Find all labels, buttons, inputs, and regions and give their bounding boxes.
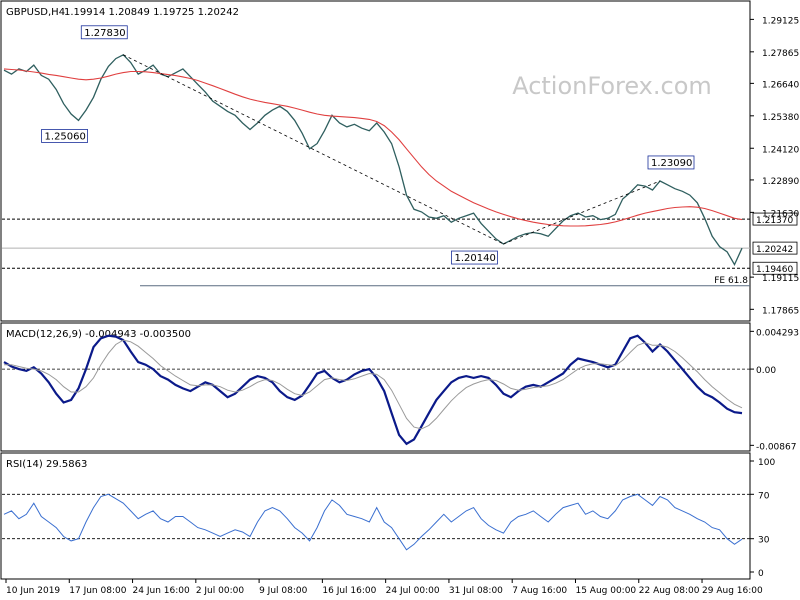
price-ytick-label-2: 1.26640 bbox=[762, 80, 799, 90]
macd-layer bbox=[2, 334, 750, 446]
rsi-panel-frame bbox=[0, 452, 751, 580]
price-ytick-label-0: 1.29125 bbox=[762, 16, 799, 26]
trend-connector-1 bbox=[503, 180, 661, 245]
moving-average-line bbox=[3, 68, 743, 227]
macd-ytick-label-0: 0.004293 bbox=[756, 328, 799, 338]
swing-annotation-1: 1.25060 bbox=[45, 131, 86, 142]
price-ohlc-text: 1.19914 1.20849 1.19725 1.20242 bbox=[64, 7, 239, 18]
fe-label: FE 61.8 bbox=[714, 276, 748, 286]
x-tick-label-5: 16 Jul 16:00 bbox=[322, 586, 376, 596]
swing-annotation-box-3 bbox=[451, 250, 498, 265]
rsi-line bbox=[3, 493, 743, 551]
x-tick-label-1: 17 Jun 08:00 bbox=[69, 586, 126, 596]
x-tick-label-6: 24 Jul 00:00 bbox=[386, 586, 440, 596]
price-ytick-label-5: 1.22890 bbox=[762, 177, 799, 187]
price-tag-1: 1.20242 bbox=[756, 245, 793, 255]
swing-annotation-0: 1.27830 bbox=[84, 28, 125, 39]
macd-panel-frame bbox=[0, 322, 751, 452]
price-panel-frame bbox=[0, 0, 751, 322]
price-tag-0: 1.21370 bbox=[756, 216, 793, 226]
rsi-layer bbox=[2, 493, 750, 551]
x-tick-label-10: 22 Aug 08:00 bbox=[639, 586, 700, 596]
price-tag-box-2 bbox=[752, 261, 798, 275]
price-series-line bbox=[3, 54, 743, 267]
x-tick-label-7: 31 Jul 08:00 bbox=[449, 586, 503, 596]
x-tick-label-9: 15 Aug 00:00 bbox=[575, 586, 636, 596]
price-tag-box-1 bbox=[752, 241, 798, 255]
swing-annotation-box-0 bbox=[80, 25, 128, 40]
price-ytick-label-6: 1.21630 bbox=[762, 209, 799, 219]
rsi-ytick-label-1: 70 bbox=[758, 491, 770, 501]
price-title: GBPUSD,H4 bbox=[6, 7, 65, 18]
x-tick-label-0: 10 Jun 2019 bbox=[6, 586, 60, 596]
macd-title: MACD(12,26,9) -0.004943 -0.003500 bbox=[6, 329, 191, 340]
signal-line bbox=[4, 339, 743, 430]
swing-annotation-box-1 bbox=[41, 129, 88, 143]
swing-annotation-box-2 bbox=[647, 155, 695, 170]
price-ytick-label-4: 1.24120 bbox=[762, 145, 799, 155]
rsi-title: RSI(14) 29.5863 bbox=[6, 459, 87, 470]
x-tick-label-4: 9 Jul 08:00 bbox=[259, 586, 308, 596]
watermark: ActionForex.com bbox=[512, 72, 712, 100]
rsi-ytick-label-0: 100 bbox=[758, 458, 775, 468]
x-tick-label-2: 24 Jun 16:00 bbox=[133, 586, 190, 596]
macd-ytick-label-2: -0.00867 bbox=[756, 442, 796, 452]
x-tick-label-8: 7 Aug 16:00 bbox=[512, 586, 567, 596]
price-ytick-label-7: 1.19115 bbox=[762, 274, 799, 284]
price-layer: 1.21370 1.20242 1.19460 FE 61.8 1.27830 1.250… bbox=[2, 25, 798, 287]
swing-annotation-2: 1.23090 bbox=[651, 158, 692, 169]
axes-layer: 1.29125 1.27865 1.26640 1.25380 1.24120 1.228… bbox=[5, 16, 799, 596]
swing-annotation-3: 1.20140 bbox=[454, 253, 495, 264]
price-ytick-label-1: 1.27865 bbox=[762, 49, 799, 59]
rsi-ytick-label-2: 30 bbox=[758, 536, 770, 546]
price-tag-2: 1.19460 bbox=[756, 265, 793, 275]
trend-connector-0 bbox=[123, 54, 504, 245]
macd-ytick-label-1: 0.00 bbox=[756, 366, 776, 376]
price-ytick-label-3: 1.25380 bbox=[762, 113, 799, 123]
price-tag-box-0 bbox=[752, 212, 798, 226]
x-tick-label-3: 2 Jul 00:00 bbox=[196, 586, 245, 596]
x-tick-label-11: 29 Aug 16:00 bbox=[702, 586, 763, 596]
rsi-ytick-label-3: 0 bbox=[758, 569, 764, 579]
price-ytick-label-8: 1.17865 bbox=[762, 306, 799, 316]
